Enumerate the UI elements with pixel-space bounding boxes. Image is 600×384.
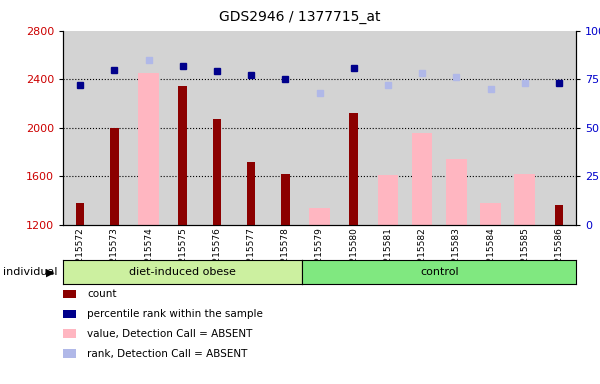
Bar bbox=[480, 203, 501, 225]
Text: diet-induced obese: diet-induced obese bbox=[129, 267, 236, 277]
Bar bbox=[178, 86, 187, 225]
Text: ▶: ▶ bbox=[46, 267, 55, 277]
Bar bbox=[377, 175, 398, 225]
Bar bbox=[412, 132, 433, 225]
Bar bbox=[76, 203, 85, 225]
Bar bbox=[212, 119, 221, 225]
Bar bbox=[349, 113, 358, 225]
Bar bbox=[554, 205, 563, 225]
Bar bbox=[247, 162, 256, 225]
Text: GDS2946 / 1377715_at: GDS2946 / 1377715_at bbox=[219, 10, 381, 23]
Text: rank, Detection Call = ABSENT: rank, Detection Call = ABSENT bbox=[87, 349, 247, 359]
Text: value, Detection Call = ABSENT: value, Detection Call = ABSENT bbox=[87, 329, 253, 339]
Bar bbox=[446, 159, 467, 225]
Text: individual: individual bbox=[3, 267, 58, 277]
Bar bbox=[281, 174, 290, 225]
Text: control: control bbox=[420, 267, 458, 277]
Bar bbox=[309, 208, 330, 225]
Bar bbox=[138, 73, 159, 225]
Text: percentile rank within the sample: percentile rank within the sample bbox=[87, 309, 263, 319]
Text: count: count bbox=[87, 289, 116, 299]
Bar bbox=[514, 174, 535, 225]
Bar bbox=[110, 128, 119, 225]
